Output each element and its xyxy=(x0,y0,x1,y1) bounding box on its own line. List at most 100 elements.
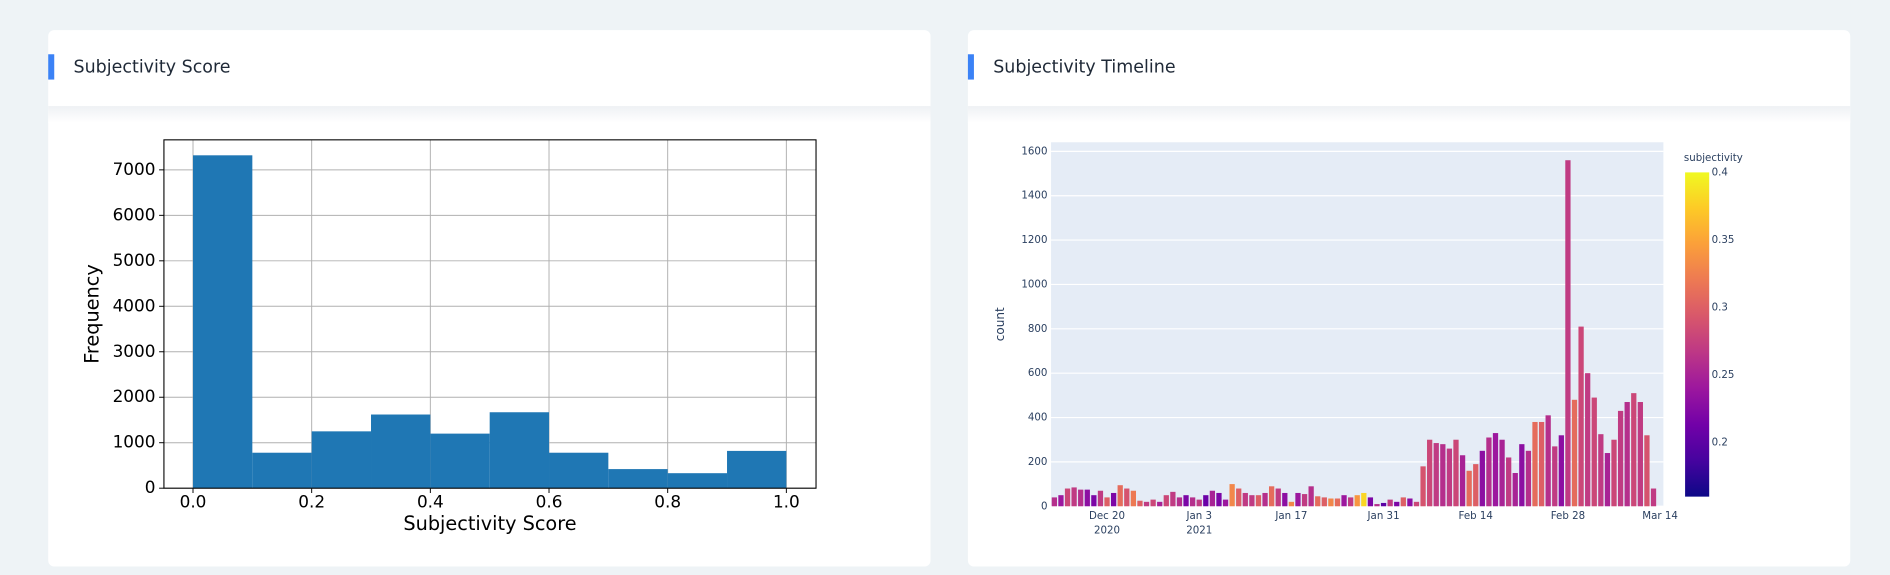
bar xyxy=(1196,499,1202,507)
accent xyxy=(967,54,974,80)
x-tick-label: Feb 14 xyxy=(1459,510,1493,522)
bar xyxy=(371,414,431,489)
bar xyxy=(1427,439,1433,507)
bar xyxy=(489,412,550,489)
bar xyxy=(1143,501,1150,507)
y-tick-label: 0 xyxy=(1041,500,1048,512)
bar xyxy=(1545,415,1551,507)
accent xyxy=(48,54,55,80)
bar xyxy=(311,431,372,489)
bar xyxy=(1387,499,1393,507)
bar xyxy=(1380,502,1387,507)
bar xyxy=(1552,446,1558,507)
bar xyxy=(1255,495,1262,507)
bar xyxy=(1473,464,1479,507)
colorbar-tick-label: 0.35 xyxy=(1712,234,1735,246)
bar xyxy=(1222,499,1229,507)
y-tick-label: 7000 xyxy=(113,159,156,179)
y-tick-label: 200 xyxy=(1028,456,1048,468)
bar xyxy=(1492,433,1499,507)
x-tick-label: 0.6 xyxy=(536,492,563,512)
bar xyxy=(1466,470,1472,507)
bar xyxy=(1203,495,1209,507)
card-title: Subjectivity Timeline xyxy=(993,58,1175,78)
y-tick-label: 1000 xyxy=(113,432,156,452)
colorbar-tick-label: 0.3 xyxy=(1712,301,1728,313)
bar xyxy=(252,452,312,489)
x-tick-label: Mar 14 xyxy=(1642,510,1678,522)
x-tick-label: 1.0 xyxy=(773,492,800,512)
bar xyxy=(1407,498,1413,507)
x-tick-label: 0.2 xyxy=(298,492,325,512)
bar xyxy=(1631,393,1637,507)
bar xyxy=(1104,497,1110,507)
bar xyxy=(667,473,728,489)
y-tick-label: 5000 xyxy=(113,250,156,270)
bar xyxy=(1091,495,1097,507)
bar xyxy=(1288,501,1295,507)
bar xyxy=(549,452,609,489)
bar xyxy=(1617,410,1624,507)
timeline: 0 200 400 600 800 1000 1200 1400 1600 Dec 20 2020 J… xyxy=(993,142,1743,536)
bar xyxy=(193,155,253,489)
bar xyxy=(1433,443,1439,507)
bar xyxy=(1269,486,1275,507)
bar xyxy=(1532,421,1538,507)
colorbar-tick-label: 0.25 xyxy=(1712,369,1735,381)
bar xyxy=(1308,486,1314,507)
y-tick-label: 1600 xyxy=(1021,145,1047,157)
card xyxy=(48,30,931,567)
bar xyxy=(1097,490,1104,507)
x-tick-label: Feb 28 xyxy=(1551,510,1585,522)
y-tick-label: 3000 xyxy=(113,341,156,361)
header-shadow xyxy=(967,106,1851,123)
bar xyxy=(1394,501,1400,507)
x-tick-label: Jan 3 xyxy=(1185,510,1212,522)
bar xyxy=(1341,495,1347,507)
x-axis-title: Subjectivity Score xyxy=(403,512,576,535)
x-tick-sublabel: 2021 xyxy=(1186,524,1212,536)
bar xyxy=(1367,497,1374,507)
bar xyxy=(1650,488,1657,507)
bar xyxy=(1479,450,1485,507)
x-tick-label: Dec 20 xyxy=(1089,510,1125,522)
colorbar-title: subjectivity xyxy=(1684,152,1743,164)
bar xyxy=(1578,326,1584,507)
bar xyxy=(1440,444,1446,507)
bar xyxy=(1110,492,1117,507)
bar xyxy=(1361,492,1367,507)
bar xyxy=(1604,453,1611,507)
bar xyxy=(1236,488,1242,507)
bar xyxy=(1242,492,1248,507)
bar xyxy=(1420,466,1426,507)
bar xyxy=(1400,497,1406,507)
bar xyxy=(1282,492,1288,507)
y-tick-label: 1000 xyxy=(1021,278,1047,290)
bar xyxy=(1176,497,1183,507)
bar xyxy=(1459,455,1466,507)
bar xyxy=(1637,402,1643,507)
y-axis-title: Frequency xyxy=(80,264,103,364)
bar xyxy=(1216,492,1222,507)
bar xyxy=(1130,490,1137,507)
bar xyxy=(1183,495,1189,507)
y-tick-label: 6000 xyxy=(113,204,156,224)
bar xyxy=(1374,504,1380,507)
y-tick-label: 0 xyxy=(145,477,156,497)
colorbar-tick-label: 0.4 xyxy=(1712,166,1728,178)
y-tick-label: 400 xyxy=(1028,412,1048,424)
y-tick-label: 800 xyxy=(1028,323,1048,335)
bar xyxy=(1117,485,1123,507)
y-tick-label: 2000 xyxy=(113,386,156,406)
bar xyxy=(1150,499,1156,507)
bar xyxy=(1446,448,1453,507)
bar xyxy=(1506,457,1512,507)
bar xyxy=(1519,444,1525,507)
bar xyxy=(1084,489,1090,507)
bar xyxy=(1571,399,1578,507)
bar xyxy=(727,450,787,489)
bar xyxy=(1334,498,1341,507)
bar xyxy=(1354,495,1360,507)
x-tick-label: Jan 31 xyxy=(1367,510,1400,522)
